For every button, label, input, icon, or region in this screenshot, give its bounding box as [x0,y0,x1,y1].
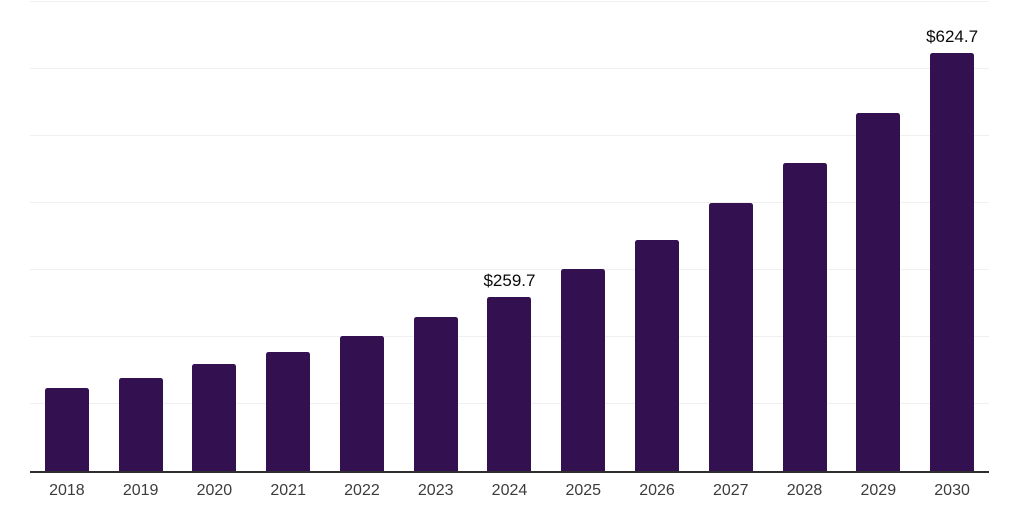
x-tick-label-2024: 2024 [491,482,528,499]
bar-slot-2018 [30,0,104,471]
bar-slot-2027 [694,0,768,471]
bar-2023 [413,317,458,471]
bar-slot-2026 [620,0,694,471]
bar-series: $259.7 $624.7 [30,0,989,471]
bar-slot-2019 [104,0,178,471]
x-tick-label-2030: 2030 [934,482,970,499]
bar-slot-2025 [546,0,620,471]
x-tick-label-2028: 2028 [786,482,823,499]
bar-2020 [192,364,237,471]
x-tick-label-2022: 2022 [344,482,380,499]
x-tick-label-2021: 2021 [270,482,306,499]
gridline-400 [30,202,989,204]
bar-slot-2028 [768,0,842,471]
x-tick-label-2027: 2027 [712,482,749,499]
value-label-2024: $259.7 [483,271,536,291]
bar-2018 [44,387,89,471]
x-tick-label-2026: 2026 [639,482,675,499]
bar-2026 [635,240,679,471]
bar-2029 [856,113,901,471]
x-axis: 2018 2019 2020 2021 2022 2023 2024 2025 2026 2027… [30,481,989,501]
bar-2028 [782,162,827,471]
bar-slot-2023 [399,0,473,471]
bar-2022 [339,336,384,471]
bar-2027 [708,203,753,471]
value-label-2030: $624.7 [926,26,979,46]
bar-slot-2022 [325,0,399,471]
x-tick-label-2023: 2023 [417,482,454,499]
bar-slot-2021 [251,0,325,471]
gridline-300 [30,269,989,271]
x-tick-label-2019: 2019 [122,482,159,499]
bar-slot-2029 [841,0,915,471]
bar-2030 [930,52,975,471]
x-tick-label-2029: 2029 [860,482,897,499]
bar-slot-2024: $259.7 [473,0,547,471]
gridline-500 [30,135,989,137]
gridline-700 [30,1,989,3]
bar-slot-2020 [178,0,252,471]
gridline-600 [30,68,989,70]
bar-2021 [266,352,311,471]
plot-area: $259.7 $624.7 [30,0,989,473]
bar-2024 [487,297,532,471]
x-tick-label-2018: 2018 [49,482,85,499]
bar-slot-2030: $624.7 [915,0,989,471]
x-tick-label-2025: 2025 [565,482,602,499]
x-tick-label-2020: 2020 [196,482,233,499]
bar-2025 [561,269,606,471]
bar-2019 [118,378,163,471]
